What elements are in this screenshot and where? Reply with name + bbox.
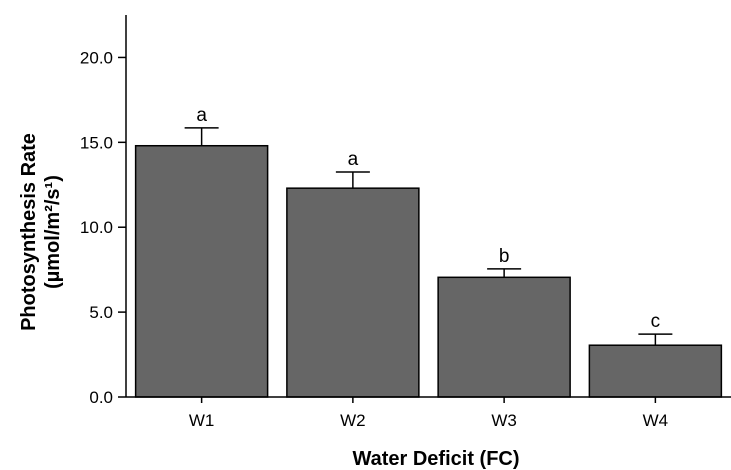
y-tick-label: 20.0 [80,48,113,67]
x-axis-title: Water Deficit (FC) [352,448,519,470]
bar-w3 [437,276,571,398]
significance-label-w4: c [651,311,661,332]
bar-w2 [286,187,420,398]
y-tick-label: 10.0 [80,218,113,237]
plot-area: a a b c [134,105,723,398]
bar-w4 [588,344,723,398]
significance-label-w1: a [196,105,207,126]
x-tick-label-w4: W4 [643,411,669,430]
y-tick-label: 5.0 [89,303,113,322]
x-tick-label-w2: W2 [340,411,366,430]
significance-label-w2: a [348,149,359,170]
y-tick-label: 0.0 [89,388,113,407]
x-tick-label-w1: W1 [189,411,215,430]
axes: W1 W2 W3 W4 0.0 5.0 10.0 15.0 20.0 [80,15,731,430]
x-tick-label-w3: W3 [491,411,517,430]
y-axis-title-line2: (µmol/m²/s¹) [42,175,64,289]
significance-label-w3: b [499,246,510,267]
bar-w1 [134,144,269,398]
y-tick-label: 15.0 [80,133,113,152]
y-axis-title-line1: Photosynthesis Rate [18,133,40,331]
